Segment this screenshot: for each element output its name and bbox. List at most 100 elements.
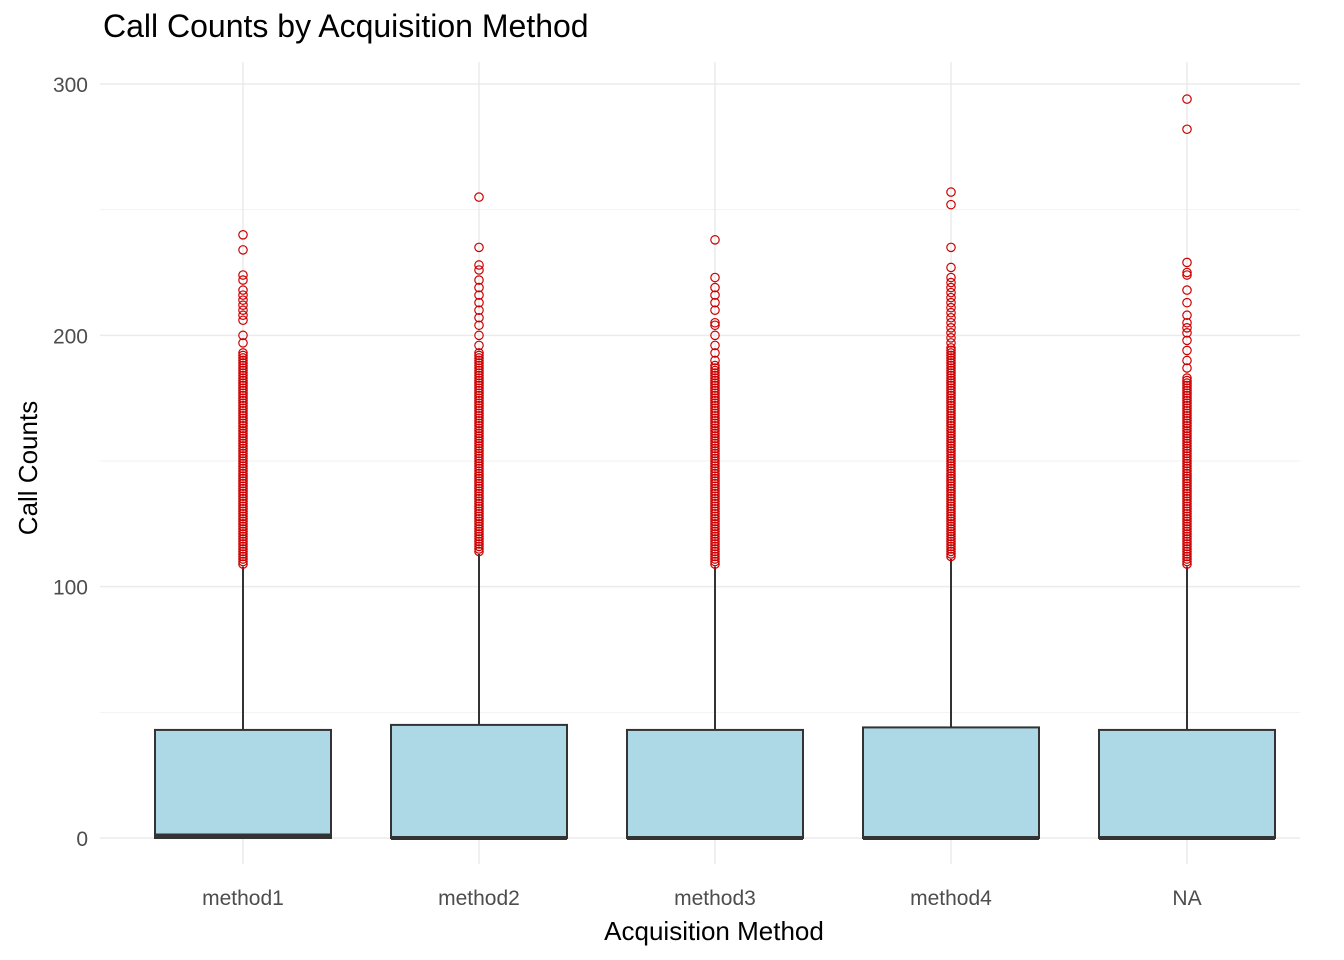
outlier-point	[1182, 431, 1192, 441]
outlier-point	[238, 549, 248, 559]
outlier-point	[238, 310, 248, 321]
outlier-point	[1182, 559, 1192, 569]
outlier-point	[474, 478, 484, 489]
outlier-point	[474, 260, 484, 270]
outlier-point	[946, 453, 956, 464]
outlier-point	[1182, 451, 1192, 461]
outlier-point	[710, 524, 720, 534]
outlier-point	[946, 536, 956, 547]
outlier-point	[238, 483, 248, 494]
outlier-point	[946, 436, 956, 446]
outlier-point	[710, 385, 720, 396]
outlier-point	[1182, 423, 1192, 434]
outlier-point	[238, 511, 248, 522]
outlier-point	[238, 295, 248, 305]
outlier-point	[238, 300, 248, 310]
outlier-point	[710, 453, 720, 464]
outlier-point	[238, 456, 248, 466]
outlier-point	[474, 418, 484, 429]
outlier-point	[1182, 421, 1192, 431]
outlier-point	[474, 378, 484, 388]
outlier-point	[710, 297, 720, 308]
outlier-point	[474, 360, 484, 371]
outlier-point	[238, 448, 248, 459]
outlier-point	[1182, 456, 1192, 466]
outlier-point	[710, 468, 720, 479]
outlier-point	[1182, 468, 1192, 479]
outlier-point	[710, 390, 720, 401]
outlier-point	[1182, 317, 1192, 328]
box-method1	[154, 230, 332, 839]
outlier-point	[238, 441, 248, 451]
outlier-point	[946, 503, 956, 514]
outlier-point	[946, 438, 956, 449]
outlier-point	[946, 423, 956, 434]
outlier-point	[238, 458, 248, 469]
outlier-point	[474, 456, 484, 466]
outlier-point	[710, 320, 720, 331]
outlier-point	[238, 385, 248, 396]
outlier-point	[946, 471, 956, 481]
outlier-point	[474, 355, 484, 366]
outlier-point	[710, 433, 720, 444]
outlier-point	[946, 312, 956, 323]
outlier-point	[238, 408, 248, 419]
outlier-point	[1182, 441, 1192, 451]
outlier-point	[1182, 506, 1192, 517]
outlier-point	[238, 410, 248, 421]
outlier-point	[946, 398, 956, 408]
outlier-point	[474, 297, 484, 308]
outlier-point	[946, 272, 956, 283]
outlier-point	[710, 483, 720, 494]
outlier-point	[238, 413, 248, 424]
outlier-point	[474, 534, 484, 544]
outlier-point	[946, 388, 956, 398]
outlier-point	[946, 428, 956, 439]
outlier-point	[946, 483, 956, 494]
outlier-point	[474, 290, 484, 300]
outlier-point	[238, 245, 248, 255]
outlier-point	[474, 524, 484, 534]
outlier-point	[238, 546, 248, 557]
outlier-point	[238, 536, 248, 547]
outlier-point	[946, 448, 956, 459]
chart-title: Call Counts by Acquisition Method	[103, 8, 589, 44]
outlier-point	[1182, 400, 1192, 411]
outlier-point	[710, 290, 720, 300]
outlier-point	[1182, 388, 1192, 398]
outlier-point	[1182, 335, 1192, 346]
outlier-point	[710, 476, 720, 486]
outlier-point	[238, 478, 248, 489]
outlier-point	[710, 544, 720, 554]
outlier-point	[238, 541, 248, 552]
outlier-point	[238, 395, 248, 406]
outlier-point	[474, 363, 484, 373]
outlier-point	[710, 503, 720, 514]
outlier-point	[474, 541, 484, 552]
outlier-point	[238, 353, 248, 363]
box-method3	[626, 235, 804, 840]
y-tick-label: 300	[53, 74, 88, 97]
outlier-point	[238, 481, 248, 491]
outlier-point	[710, 541, 720, 552]
outlier-point	[474, 488, 484, 499]
outlier-point	[710, 536, 720, 547]
outlier-point	[238, 365, 248, 376]
outlier-point	[1182, 267, 1192, 278]
outlier-point	[710, 408, 720, 419]
outlier-point	[710, 539, 720, 549]
outlier-point	[946, 199, 956, 210]
outlier-point	[1182, 257, 1192, 268]
outlier-point	[238, 285, 248, 295]
outlier-point	[710, 421, 720, 431]
outlier-point	[946, 476, 956, 486]
x-axis-title: Acquisition Method	[604, 916, 824, 946]
outlier-point	[710, 481, 720, 491]
outlier-point	[1182, 483, 1192, 494]
outlier-point	[474, 498, 484, 509]
outlier-point	[474, 491, 484, 501]
outlier-point	[710, 471, 720, 481]
outlier-point	[474, 330, 484, 341]
outlier-point	[238, 529, 248, 539]
outlier-point	[474, 536, 484, 547]
